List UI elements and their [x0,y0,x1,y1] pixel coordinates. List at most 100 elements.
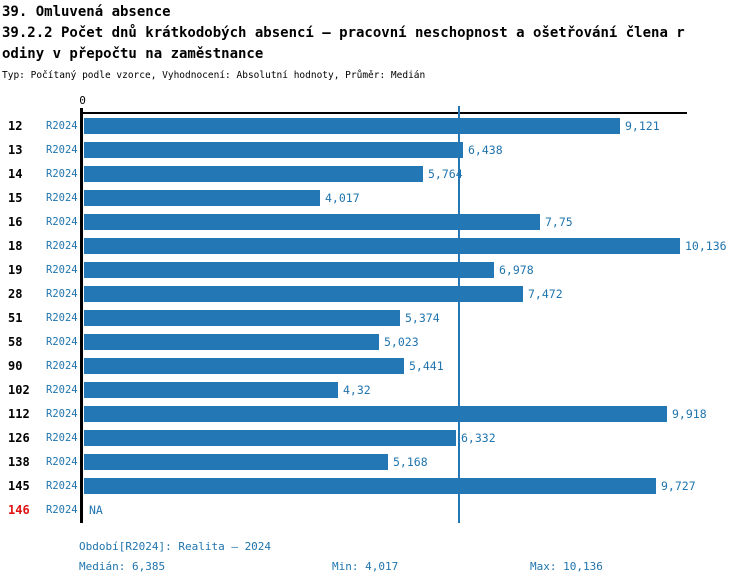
row-org-id-label: 28 [8,287,23,301]
row-bar-area: 6,332 [84,426,750,450]
value-bar [84,382,338,398]
value-bar [84,478,656,494]
row-period-label: R2024 [46,288,78,300]
row-org-id-label: 126 [8,431,30,445]
value-bar [84,454,388,470]
row-org-id-label: 13 [8,143,23,157]
chart-row: 13 R2024 6,438 [0,138,750,162]
chart-row: 19 R2024 6,978 [0,258,750,282]
row-org-id-label: 112 [8,407,30,421]
value-bar [84,142,463,158]
value-bar [84,430,456,446]
footer-median-label: Medián: 6,385 [79,560,166,573]
value-bar [84,286,523,302]
bar-value-label: NA [89,503,103,517]
value-bar [84,358,404,374]
row-bar-area: 6,438 [84,138,750,162]
row-org-id-label: 51 [8,311,23,325]
vertical-axis-line [80,108,83,523]
bar-value-label: 7,472 [528,287,563,301]
row-bar-area: 5,168 [84,450,750,474]
value-bar [84,214,540,230]
bar-value-label: 5,441 [409,359,444,373]
footer-min-label: Min: 4,017 [332,560,399,573]
chart-row: 146 R2024 NA [0,498,750,522]
row-org-id-label: 145 [8,479,30,493]
chart-rows: 12 R2024 9,121 13 R2024 6,438 14 R2024 5… [0,114,750,522]
row-period-label: R2024 [46,456,78,468]
bar-value-label: 9,727 [661,479,696,493]
row-bar-area: 4,017 [84,186,750,210]
row-period-label: R2024 [46,408,78,420]
chart-row: 16 R2024 7,75 [0,210,750,234]
row-org-id-label: 138 [8,455,30,469]
value-bar [84,238,680,254]
value-bar [84,190,320,206]
row-bar-area: 5,764 [84,162,750,186]
axis-zero-tick-label: 0 [79,94,86,107]
row-bar-area: 7,75 [84,210,750,234]
row-bar-area: 9,918 [84,402,750,426]
chart-row: 126 R2024 6,332 [0,426,750,450]
value-bar [84,406,667,422]
chart-row: 90 R2024 5,441 [0,354,750,378]
plot-top-border [80,112,687,114]
chart-row: 15 R2024 4,017 [0,186,750,210]
chart-row: 112 R2024 9,918 [0,402,750,426]
row-period-label: R2024 [46,264,78,276]
row-period-label: R2024 [46,312,78,324]
row-period-label: R2024 [46,336,78,348]
bar-value-label: 5,374 [405,311,440,325]
value-bar [84,310,400,326]
row-bar-area: 7,472 [84,282,750,306]
footer-max-label: Max: 10,136 [530,560,603,573]
bar-value-label: 6,332 [461,431,496,445]
chart-row: 18 R2024 10,136 [0,234,750,258]
bar-value-label: 9,918 [672,407,707,421]
chart-row: 14 R2024 5,764 [0,162,750,186]
value-bar [84,262,494,278]
value-bar [84,334,379,350]
row-bar-area: 4,32 [84,378,750,402]
chart-row: 145 R2024 9,727 [0,474,750,498]
chart-row: 51 R2024 5,374 [0,306,750,330]
value-bar [84,166,423,182]
indicator-title-line1: 39.2.2 Počet dnů krátkodobých absencí – … [2,25,685,41]
row-org-id-label: 16 [8,215,23,229]
row-period-label: R2024 [46,504,78,516]
bar-value-label: 5,023 [384,335,419,349]
chart-row: 12 R2024 9,121 [0,114,750,138]
row-period-label: R2024 [46,216,78,228]
row-org-id-label: 12 [8,119,23,133]
median-line [458,106,460,523]
bar-value-label: 10,136 [685,239,727,253]
row-period-label: R2024 [46,192,78,204]
chart-row: 138 R2024 5,168 [0,450,750,474]
row-bar-area: 6,978 [84,258,750,282]
row-bar-area: 5,023 [84,330,750,354]
row-org-id-label: 146 [8,503,30,517]
row-period-label: R2024 [46,168,78,180]
row-bar-area: 9,727 [84,474,750,498]
indicator-meta-line: Typ: Počítaný podle vzorce, Vyhodnocení:… [2,70,426,81]
row-org-id-label: 18 [8,239,23,253]
bar-value-label: 6,978 [499,263,534,277]
bar-value-label: 4,017 [325,191,360,205]
bar-value-label: 5,764 [428,167,463,181]
row-bar-area: 5,374 [84,306,750,330]
bar-value-label: 5,168 [393,455,428,469]
row-bar-area: NA [84,498,750,522]
row-period-label: R2024 [46,480,78,492]
row-org-id-label: 58 [8,335,23,349]
chart-row: 102 R2024 4,32 [0,378,750,402]
row-period-label: R2024 [46,144,78,156]
value-bar [84,118,620,134]
row-period-label: R2024 [46,384,78,396]
chart-row: 58 R2024 5,023 [0,330,750,354]
row-period-label: R2024 [46,120,78,132]
report-header: 39. Omluvená absence 39.2.2 Počet dnů kr… [2,2,685,81]
footer-period-label: Období[R2024]: Realita – 2024 [79,540,272,553]
row-period-label: R2024 [46,432,78,444]
row-org-id-label: 19 [8,263,23,277]
